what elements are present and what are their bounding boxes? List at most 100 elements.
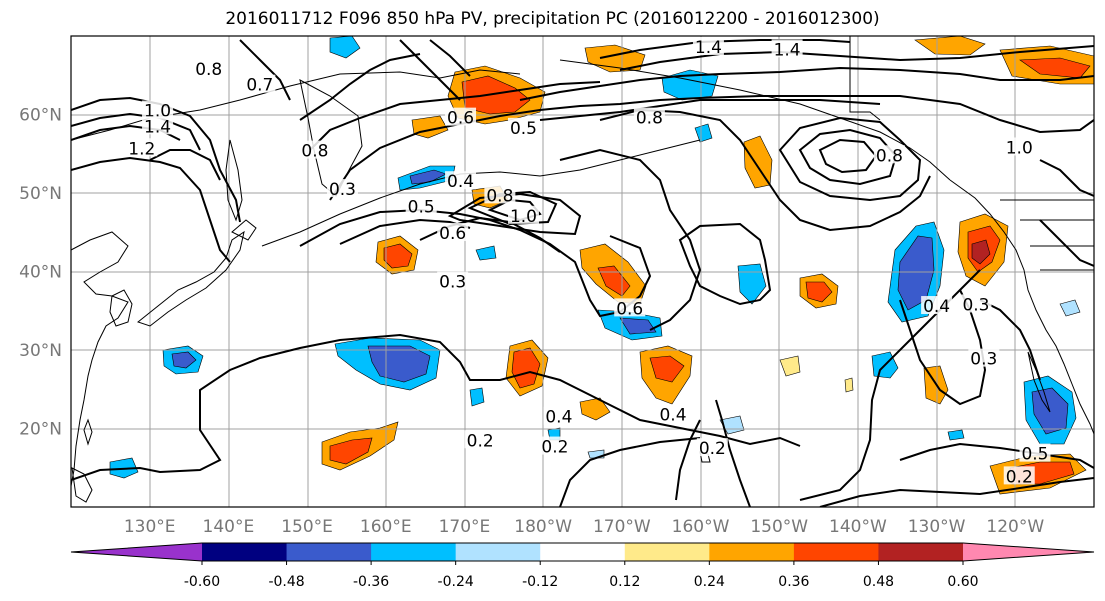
contour-label: 0.6 [447, 109, 474, 129]
colorbar-segment [202, 543, 288, 561]
contour-label-bg [445, 171, 477, 190]
colorbar-tick-label: 0.60 [947, 574, 978, 590]
plot-frame [70, 35, 1095, 508]
contour-label: 0.8 [486, 186, 513, 206]
contour-label: 0.7 [246, 76, 273, 96]
shade-yellow [844, 377, 854, 393]
pv-contour [239, 39, 291, 101]
contour-label-bg [543, 406, 575, 425]
lon-tick-label: 130°W [908, 517, 966, 537]
coastline-kamchatka [299, 79, 363, 197]
shade-skyblue [475, 245, 497, 261]
lon-tick-label: 140°W [829, 517, 887, 537]
contour-label-bg [968, 348, 1000, 367]
contour-label: 0.5 [408, 197, 435, 217]
pv-contour [71, 96, 241, 223]
lon-tick-label: 150°E [281, 517, 333, 537]
lat-tick-label: 50°N [19, 184, 62, 204]
contour-label-bg [405, 196, 437, 215]
contour-label: 0.5 [1021, 445, 1048, 465]
pv-contour [678, 222, 772, 306]
contour-label: 0.8 [195, 60, 222, 80]
contour-label-bg [1019, 443, 1051, 462]
lon-tick-label: 170°W [593, 517, 651, 537]
contour-label-bg [633, 107, 665, 126]
shade-red [805, 281, 833, 303]
pv-contour [559, 148, 702, 331]
contour-label-bg [657, 404, 689, 423]
contour-label: 0.4 [545, 408, 572, 428]
colorbar-segment [709, 543, 795, 561]
pv-contour [599, 108, 931, 232]
colorbar-tick-label: -0.60 [184, 574, 220, 590]
colorbar-labels: -0.60 -0.48 -0.36 -0.24 -0.12 0.12 0.24 0.36 0.4… [184, 561, 979, 590]
shade-darkred [971, 239, 991, 265]
colorbar [70, 542, 1095, 562]
shade-skyblue [469, 387, 485, 407]
contour-label-bg [539, 436, 571, 455]
colorbar-segment [878, 543, 964, 561]
pv-contour [979, 299, 1041, 381]
contour-label-bg [244, 74, 276, 93]
colorbar-tick-label: -0.12 [522, 574, 558, 590]
contour-label: 0.8 [636, 109, 663, 129]
pv-contour [798, 128, 898, 186]
pv-contour [299, 208, 652, 318]
contour-label: 0.5 [510, 119, 537, 139]
contour-label: 1.4 [774, 40, 801, 60]
colorbar-tick-label: 0.48 [863, 574, 894, 590]
colorbar-tick-label: -0.24 [438, 574, 474, 590]
pv-contour [778, 116, 922, 202]
colorbar-extend-high [963, 543, 1094, 561]
colorbar-segment [793, 543, 879, 561]
contour-label: 0.8 [301, 142, 328, 162]
shade-red [649, 355, 685, 383]
contour-label-bg [142, 100, 174, 119]
pv-contour [71, 156, 231, 263]
coastline-hokkaido [231, 219, 257, 241]
coastline-siberia [71, 69, 521, 141]
pv-contour [539, 99, 881, 121]
lon-tick-label: 160°E [360, 517, 412, 537]
coastline-asia [71, 231, 129, 487]
contour-label: 0.6 [439, 224, 466, 244]
pv-contour [429, 39, 471, 77]
contour-label: 0.3 [439, 273, 466, 293]
shade-red [383, 243, 413, 269]
pv-contour [899, 442, 1094, 469]
contour-label: 1.4 [695, 38, 722, 58]
colorbar-tick-label: 0.12 [609, 574, 640, 590]
contour-label-bg [464, 430, 496, 449]
contour-label-bg [771, 39, 803, 58]
pv-contour [559, 437, 701, 507]
contour-label-bg [960, 294, 992, 313]
colorbar-tick-label: 0.36 [778, 574, 809, 590]
contour-label: 0.3 [970, 350, 997, 370]
pv-contour [299, 53, 421, 121]
contour-label-bg [484, 185, 516, 204]
coastline-japan [136, 230, 245, 327]
contour-label-bg [507, 117, 539, 136]
contour-label-bg [193, 58, 225, 77]
coastline-taiwan [83, 418, 93, 446]
lon-tick-label: 160°W [672, 517, 730, 537]
contour-label-bg [326, 179, 358, 198]
contour-label-bg [921, 296, 953, 315]
shade-orange [579, 397, 611, 421]
pv-contour [675, 419, 701, 501]
lon-tick-label: 140°E [203, 517, 255, 537]
pv-contour [519, 66, 1094, 101]
pv-contour [619, 45, 1094, 71]
colorbar-segment [286, 543, 372, 561]
pv-contour [399, 39, 461, 101]
coastline-philippines [71, 467, 93, 503]
contour-label: 0.3 [962, 295, 989, 315]
coastlines [71, 36, 1094, 503]
colorbar-segment [540, 543, 626, 561]
pv-contour [715, 399, 751, 507]
pv-contour [899, 289, 987, 406]
lat-tick-label: 60°N [19, 106, 62, 126]
contour-label-bg [437, 223, 469, 242]
colorbar-segment [455, 543, 541, 561]
